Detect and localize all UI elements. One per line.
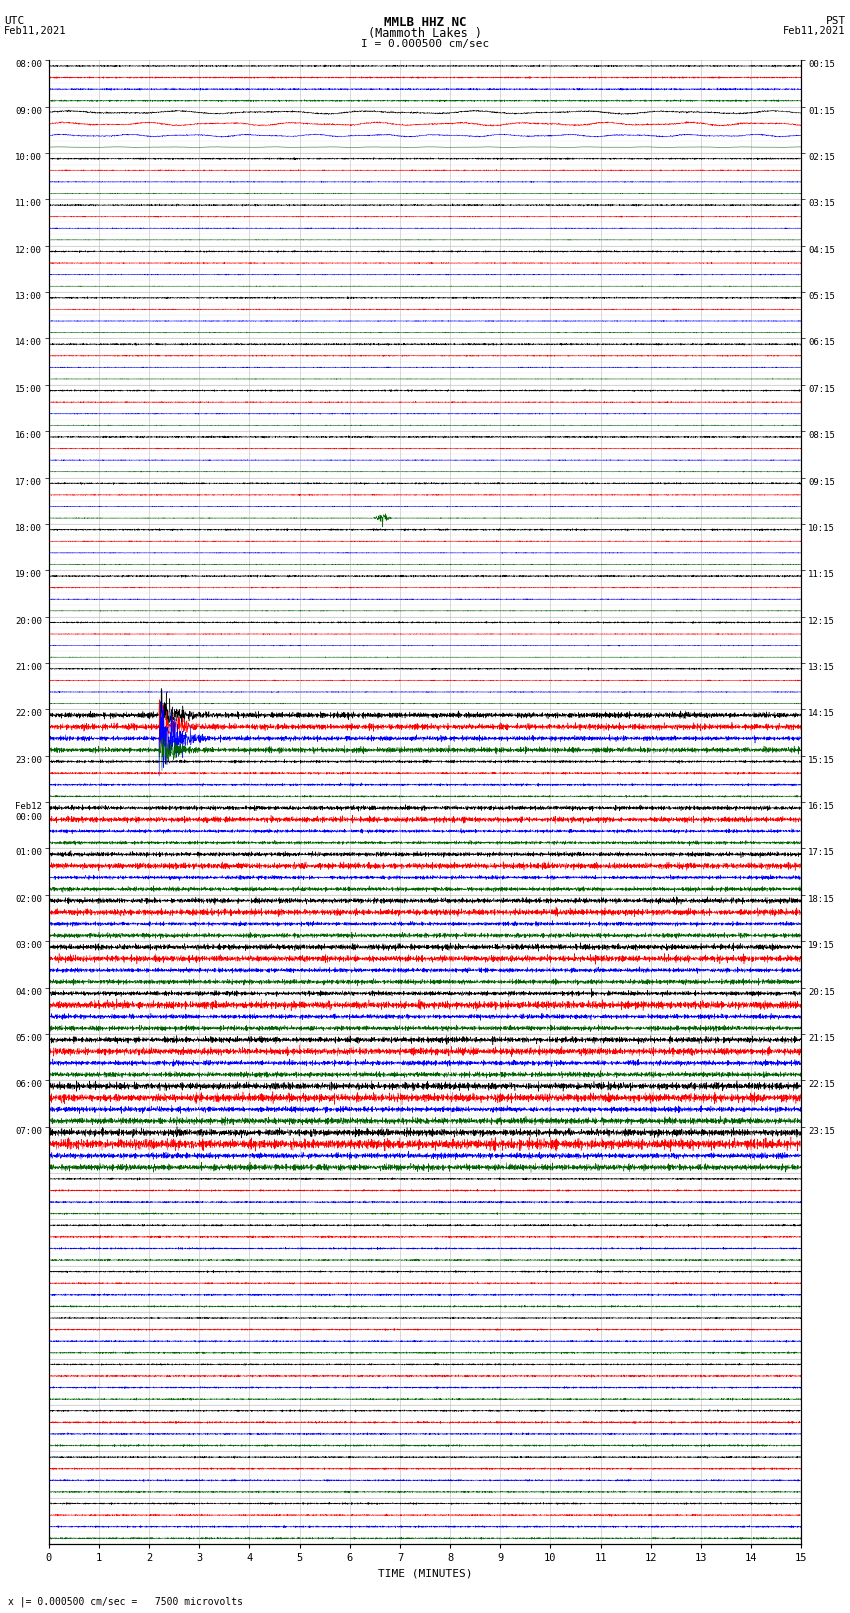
Text: Feb11,2021: Feb11,2021: [783, 26, 846, 35]
Text: PST: PST: [825, 16, 846, 26]
Text: x |= 0.000500 cm/sec =   7500 microvolts: x |= 0.000500 cm/sec = 7500 microvolts: [8, 1595, 243, 1607]
Text: UTC: UTC: [4, 16, 25, 26]
Text: (Mammoth Lakes ): (Mammoth Lakes ): [368, 27, 482, 40]
X-axis label: TIME (MINUTES): TIME (MINUTES): [377, 1569, 473, 1579]
Text: MMLB HHZ NC: MMLB HHZ NC: [383, 16, 467, 29]
Text: I = 0.000500 cm/sec: I = 0.000500 cm/sec: [361, 39, 489, 48]
Text: Feb11,2021: Feb11,2021: [4, 26, 67, 35]
